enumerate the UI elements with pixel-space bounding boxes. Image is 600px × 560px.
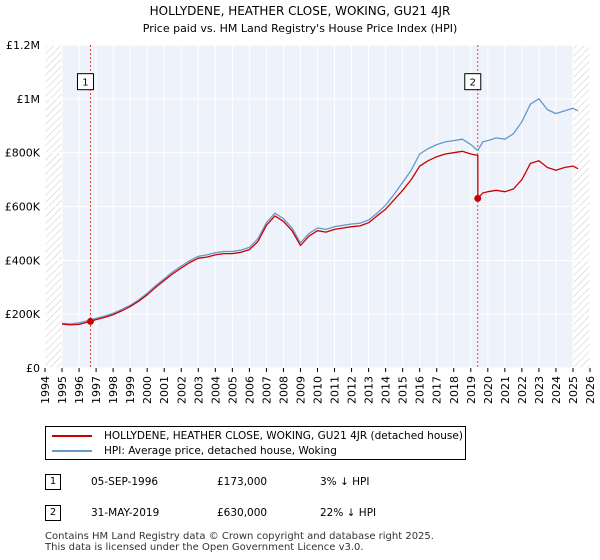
- x-tick-label: 2018: [448, 376, 461, 404]
- x-tick-label: 2023: [533, 376, 546, 404]
- legend-sales-swatch: [52, 435, 92, 437]
- sale-hpi-diff: 22% ↓ HPI: [320, 507, 377, 519]
- sale-badge: 2: [45, 505, 61, 521]
- x-tick-label: 2022: [516, 376, 529, 404]
- grid: [44, 44, 591, 369]
- legend-sales-label: HOLLYDENE, HEATHER CLOSE, WOKING, GU21 4…: [104, 430, 463, 442]
- legend-hpi-label: HPI: Average price, detached house, Woki…: [104, 445, 337, 457]
- chart-title: HOLLYDENE, HEATHER CLOSE, WOKING, GU21 4…: [150, 4, 451, 18]
- sale-price: £173,000: [217, 476, 268, 488]
- x-tick-label: 2009: [294, 376, 307, 404]
- x-tick-label: 2016: [414, 376, 427, 404]
- x-tick-label: 2024: [550, 376, 563, 404]
- x-tick-label: 1999: [124, 376, 137, 404]
- x-tick-label: 2011: [329, 376, 342, 404]
- legend: HOLLYDENE, HEATHER CLOSE, WOKING, GU21 4…: [45, 426, 466, 460]
- x-tick-label: 2002: [175, 376, 188, 404]
- y-tick-label: £400K: [5, 254, 41, 267]
- x-tick-label: 2001: [158, 376, 171, 404]
- sale-label-box: [464, 73, 482, 91]
- sale-points: [86, 194, 482, 325]
- legend-hpi-swatch: [52, 450, 92, 452]
- y-tick-label: £1.2M: [6, 39, 40, 52]
- chart-subtitle: Price paid vs. HM Land Registry's House …: [143, 22, 458, 35]
- x-tick-label: 2019: [465, 376, 478, 404]
- series: [61, 98, 579, 326]
- sale-point: [474, 194, 482, 202]
- x-tick-label: 1995: [56, 376, 69, 404]
- legend-item-sales: HOLLYDENE, HEATHER CLOSE, WOKING, GU21 4…: [52, 428, 463, 444]
- x-tick-label: 2014: [380, 376, 393, 404]
- x-tick-label: 2025: [567, 376, 580, 404]
- x-tick-label: 2010: [312, 376, 325, 404]
- sale-point: [86, 317, 94, 325]
- x-tick-label: 1997: [90, 376, 103, 404]
- x-tick-label: 2000: [141, 376, 154, 404]
- y-tick-label: £600K: [5, 201, 41, 214]
- price-chart: HOLLYDENE, HEATHER CLOSE, WOKING, GU21 4…: [5, 4, 597, 404]
- axes: £0 £200K £400K £600K £800K £1M £1.2M 1994 1995 19…: [5, 39, 597, 404]
- x-tick-label: 2003: [192, 376, 205, 404]
- x-tick-label: 2005: [226, 376, 239, 404]
- footer-line-2: This data is licensed under the Open Gov…: [45, 542, 364, 553]
- x-tick-label: 2013: [363, 376, 376, 404]
- sale-hpi-diff: 3% ↓ HPI: [320, 476, 370, 488]
- x-tick-label: 2004: [209, 376, 222, 404]
- x-tick-label: 1996: [73, 376, 86, 404]
- sale-markers: [89, 45, 479, 368]
- x-tick-label: 1994: [39, 376, 52, 404]
- x-tick-label: 2007: [260, 376, 273, 404]
- y-tick-label: £800K: [5, 147, 41, 160]
- y-tick-label: £0: [26, 362, 40, 375]
- sale-date: 05-SEP-1996: [91, 476, 159, 488]
- sale-price: £630,000: [217, 507, 268, 519]
- sales-line: [61, 150, 579, 326]
- x-tick-label: 2026: [584, 376, 597, 404]
- y-tick-label: £1M: [17, 93, 41, 106]
- x-tick-label: 2015: [397, 376, 410, 404]
- hpi-line: [61, 98, 579, 325]
- x-tick-label: 2017: [431, 376, 444, 404]
- x-tick-label: 2021: [499, 376, 512, 404]
- sale-label-text: 2: [470, 78, 476, 89]
- y-tick-label: £200K: [5, 308, 41, 321]
- x-tick-label: 2012: [346, 376, 359, 404]
- sale-date: 31-MAY-2019: [91, 507, 160, 519]
- footer: Contains HM Land Registry data © Crown c…: [45, 531, 434, 553]
- x-tick-label: 1998: [107, 376, 120, 404]
- footer-line-1: Contains HM Land Registry data © Crown c…: [45, 531, 434, 542]
- x-tick-label: 2006: [243, 376, 256, 404]
- x-tick-label: 2020: [482, 376, 495, 404]
- legend-item-hpi: HPI: Average price, detached house, Woki…: [52, 443, 337, 459]
- sale-badge: 1: [45, 474, 61, 490]
- sale-label-box: [76, 73, 94, 91]
- x-tick-label: 2008: [277, 376, 290, 404]
- sale-label-text: 1: [82, 78, 88, 89]
